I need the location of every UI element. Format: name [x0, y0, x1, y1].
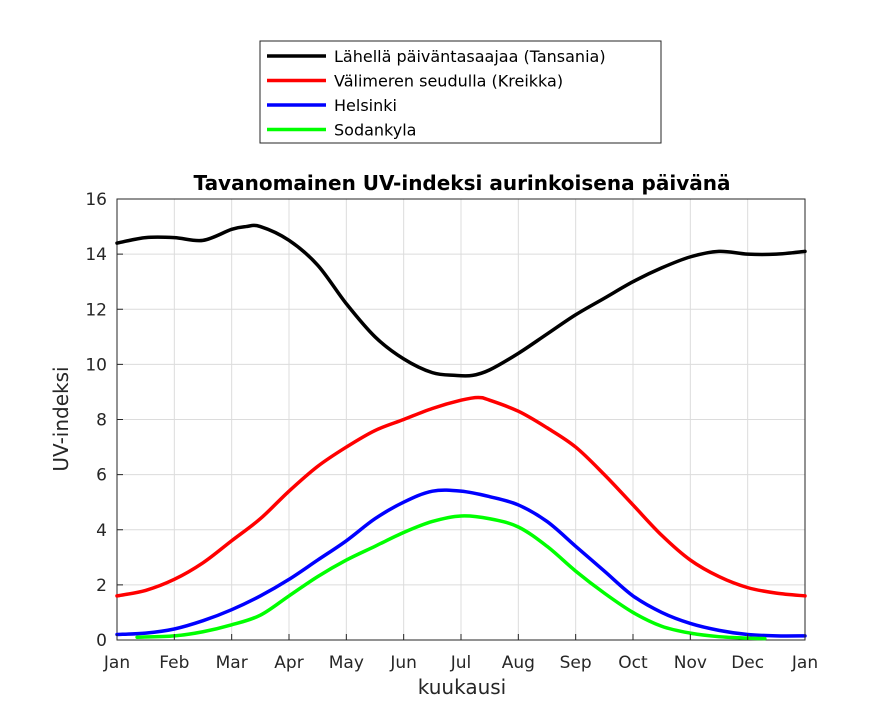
y-tick-label: 16 [85, 190, 107, 210]
series-line-helsinki [115, 488, 807, 638]
x-tick-label: Jan [791, 653, 818, 673]
y-tick-label: 4 [96, 521, 107, 541]
legend: Lähellä päiväntasaajaa (Tansania) Välimer… [259, 40, 662, 144]
series-line-valimeren-seudulla-kreikka [115, 395, 807, 598]
y-tick-label: 12 [85, 300, 107, 320]
y-tick-label: 0 [96, 631, 107, 651]
legend-label: Lähellä päiväntasaajaa (Tansania) [334, 47, 606, 66]
y-tick-label: 8 [96, 411, 107, 431]
y-tick-label: 14 [85, 245, 107, 265]
x-tick-labels: Jan Feb Mar Apr May Jun Jul Aug Sep Oct Nov Dec Jan [103, 634, 818, 673]
y-tick-label: 2 [96, 576, 107, 596]
series-line-lahella-paivantasaajaa-tansania [115, 223, 807, 378]
x-tick-label: Oct [618, 653, 648, 673]
x-tick-label: May [329, 653, 364, 673]
legend-entries: Lähellä päiväntasaajaa (Tansania) Välimer… [267, 47, 606, 140]
x-tick-label: Sep [560, 653, 592, 673]
series-line-sodankyla [135, 514, 767, 641]
y-tick-label: 6 [96, 466, 107, 486]
legend-label: Välimeren seudulla (Kreikka) [334, 72, 563, 91]
x-tick-label: Aug [502, 653, 535, 673]
x-tick-label: Nov [674, 653, 707, 673]
x-tick-label: Jan [103, 653, 130, 673]
y-tick-labels: 0 2 4 6 8 10 12 14 16 [85, 190, 123, 651]
y-tick-label: 10 [85, 355, 107, 375]
x-tick-label: Mar [216, 653, 248, 673]
legend-label: Helsinki [334, 96, 397, 115]
legend-label: Sodankyla [334, 121, 416, 140]
x-tick-label: Jun [389, 653, 417, 673]
series-layer [115, 223, 807, 641]
x-tick-label: Jul [450, 653, 472, 673]
x-tick-label: Dec [731, 653, 764, 673]
x-axis-label: kuukausi [418, 675, 506, 699]
y-axis-label: UV-indeksi [49, 366, 73, 471]
x-tick-label: Apr [274, 653, 303, 673]
grid-layer [117, 199, 805, 640]
legend-box [259, 40, 662, 144]
chart-title: Tavanomainen UV-indeksi aurinkoisena päi… [194, 171, 731, 195]
x-tick-label: Feb [159, 653, 189, 673]
